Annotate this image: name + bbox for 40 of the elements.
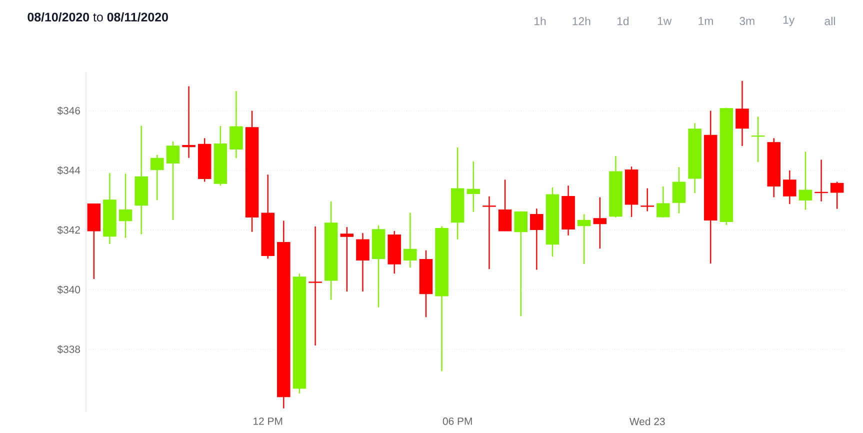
text: 1d	[617, 16, 629, 26]
chart-title: 08/10/2020 to 08/11/2020	[28, 12, 168, 22]
y-tick-label: $340	[57, 285, 80, 294]
candlestick	[656, 186, 670, 218]
candlestick	[672, 166, 686, 214]
y-tick-label: $342	[57, 226, 80, 234]
text: 1h	[534, 16, 546, 26]
candlestick	[230, 90, 243, 159]
candlestick	[166, 140, 180, 221]
x-tick-label: 06 PM	[442, 418, 472, 425]
y-tick-label: $338	[57, 345, 80, 354]
text: 12h	[572, 16, 590, 26]
candlestick	[340, 226, 354, 292]
candlestick	[404, 212, 417, 268]
x-tick-label: Wed 23	[629, 418, 665, 426]
candlestick	[798, 151, 812, 210]
candlestick	[830, 181, 844, 210]
candlestick	[308, 226, 322, 346]
candlestick	[356, 232, 370, 292]
text: 1w	[658, 17, 672, 25]
candlestick	[482, 196, 496, 270]
text: 1m	[698, 17, 713, 25]
candlestick	[593, 196, 607, 250]
text: 1y	[783, 16, 795, 26]
y-tick-label: $344	[57, 166, 80, 175]
text: all	[824, 16, 835, 26]
candlestick	[118, 173, 132, 238]
candlestick	[466, 160, 480, 212]
candlestick	[182, 86, 196, 158]
candlestick	[640, 188, 654, 212]
x-tick-label: 12 PM	[254, 418, 282, 425]
text: 3m	[740, 16, 754, 26]
candlestick	[530, 208, 544, 270]
candlestick	[150, 154, 164, 201]
candlestick	[783, 170, 796, 205]
y-tick-label: $346	[57, 106, 80, 115]
candlestick	[736, 80, 749, 147]
candlestick	[498, 179, 512, 232]
candlestick	[514, 210, 528, 317]
candlestick	[577, 214, 591, 265]
